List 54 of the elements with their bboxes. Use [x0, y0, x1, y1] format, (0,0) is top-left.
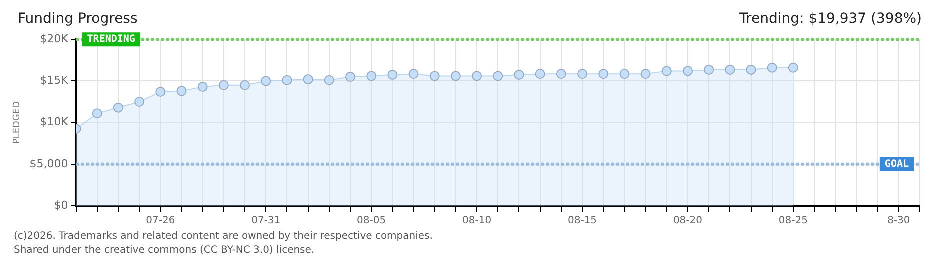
x-tick-label: 08-20 [673, 216, 703, 227]
point [113, 102, 124, 113]
point [388, 70, 398, 80]
point [134, 97, 145, 107]
x-tick-label: 08-25 [778, 216, 808, 227]
point [430, 71, 440, 82]
point [746, 64, 756, 75]
point [788, 62, 798, 73]
point [620, 69, 630, 80]
chart-title: Funding Progress [18, 11, 138, 27]
point [725, 64, 736, 75]
point [261, 76, 272, 86]
point [662, 66, 672, 76]
y-tick-label: $5,000 [30, 157, 68, 170]
text: (c)2026. Trademarks and related content are owned by their respective companies. [14, 230, 434, 244]
point [598, 69, 609, 80]
point [493, 71, 504, 82]
point [366, 71, 377, 82]
x-tick-label: 08-05 [357, 216, 386, 227]
point [176, 86, 187, 96]
x-tick-label: 08-15 [568, 216, 598, 227]
y-tick-label: $15K [40, 74, 70, 88]
point [514, 70, 524, 80]
point [156, 87, 166, 98]
point [578, 69, 588, 80]
point [472, 71, 482, 82]
point [324, 75, 334, 86]
point [282, 75, 292, 86]
point [450, 71, 461, 82]
ref-line-label: GOAL [884, 158, 910, 170]
y-tick-label: $10K [40, 116, 70, 129]
point [682, 66, 693, 76]
point [640, 69, 651, 80]
text: Shared under the creative commons (CC BY-NC 3.0) license. [14, 244, 316, 258]
x-tick-label: 8-30 [888, 216, 910, 227]
ref-line-label: TRENDING [87, 34, 136, 46]
point [218, 80, 229, 90]
y-axis-title: PLEDGED [12, 101, 23, 144]
text: Trending: $19,937 (398%) [740, 11, 922, 27]
point [198, 82, 208, 92]
y-tick-label: $20K [40, 32, 70, 46]
point [704, 64, 714, 75]
point [535, 69, 546, 80]
x-tick-label: 07-26 [146, 216, 176, 227]
point [345, 72, 356, 82]
point [240, 80, 250, 90]
point [767, 62, 778, 73]
x-tick-label: 08-10 [462, 216, 492, 227]
point [303, 74, 314, 85]
x-tick-label: 07-31 [252, 216, 281, 227]
point [556, 69, 566, 80]
point [92, 108, 102, 119]
y-tick-label: $0 [54, 198, 68, 212]
point [408, 69, 419, 80]
